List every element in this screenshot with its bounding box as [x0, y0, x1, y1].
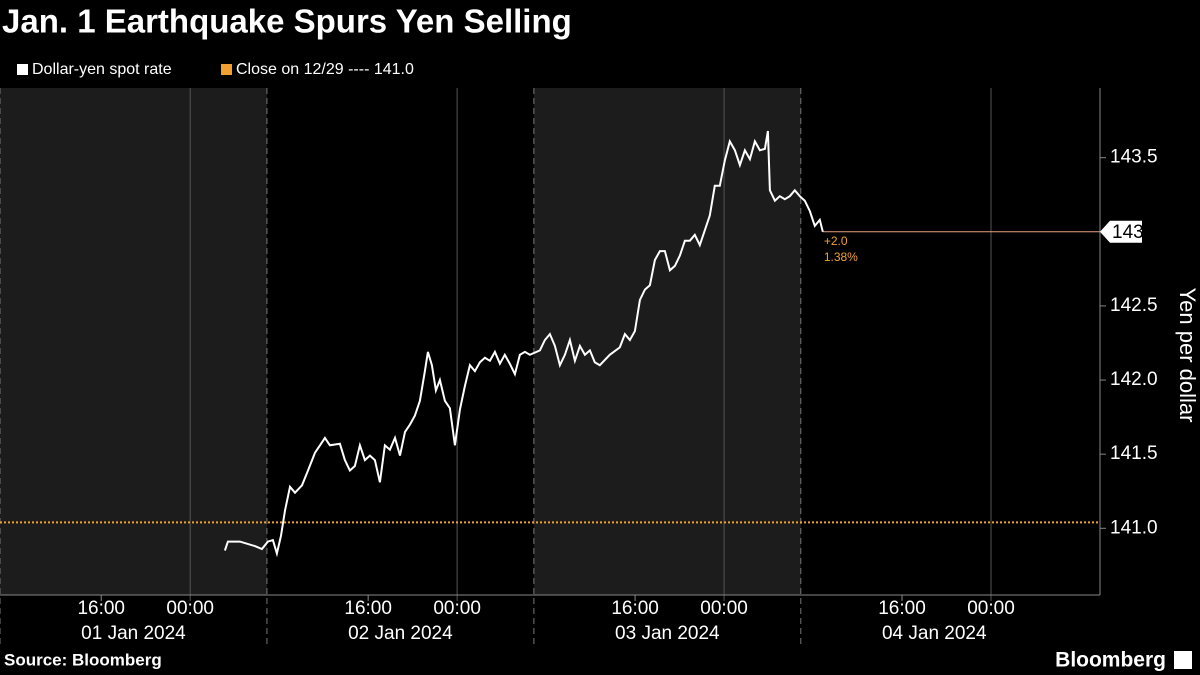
last-value-box: [1100, 220, 1142, 243]
y-tick-label: 142.5: [1110, 295, 1158, 316]
x-tick-label: 00:00: [166, 598, 214, 619]
x-tick-label: 16:00: [878, 598, 926, 619]
brand-icon: [1174, 651, 1192, 669]
legend-label: Dollar-yen spot rate: [32, 61, 172, 78]
y-tick-label: 143.5: [1110, 147, 1158, 168]
shaded-band: [0, 88, 267, 595]
date-label: 04 Jan 2024: [882, 623, 987, 644]
last-value-label: 143.0: [1112, 222, 1160, 243]
y-tick-label: 141.5: [1110, 443, 1158, 464]
legend-swatch: [221, 64, 232, 75]
x-tick-label: 00:00: [433, 598, 481, 619]
x-tick-label: 16:00: [611, 598, 659, 619]
brand: Bloomberg: [1055, 649, 1166, 672]
x-tick-label: 00:00: [967, 598, 1015, 619]
legend-label: Close on 12/29 ---- 141.0: [236, 61, 414, 78]
y-tick-label: 141.0: [1110, 517, 1158, 538]
change-pct-label: 1.38%: [824, 250, 858, 264]
source: Source: Bloomberg: [4, 650, 162, 669]
x-tick-label: 16:00: [77, 598, 125, 619]
change-label: +2.0: [824, 234, 848, 248]
price-line: [223, 130, 824, 558]
shaded-band: [533, 88, 801, 595]
date-label: 03 Jan 2024: [615, 623, 720, 644]
y-axis-label: Yen per dollar: [1175, 288, 1200, 423]
x-tick-label: 00:00: [700, 598, 748, 619]
y-tick-label: 142.0: [1110, 369, 1158, 390]
date-label: 02 Jan 2024: [348, 623, 453, 644]
chart-title: Jan. 1 Earthquake Spurs Yen Selling: [2, 3, 572, 40]
legend-swatch: [17, 64, 28, 75]
date-label: 01 Jan 2024: [81, 623, 186, 644]
x-tick-label: 16:00: [344, 598, 392, 619]
